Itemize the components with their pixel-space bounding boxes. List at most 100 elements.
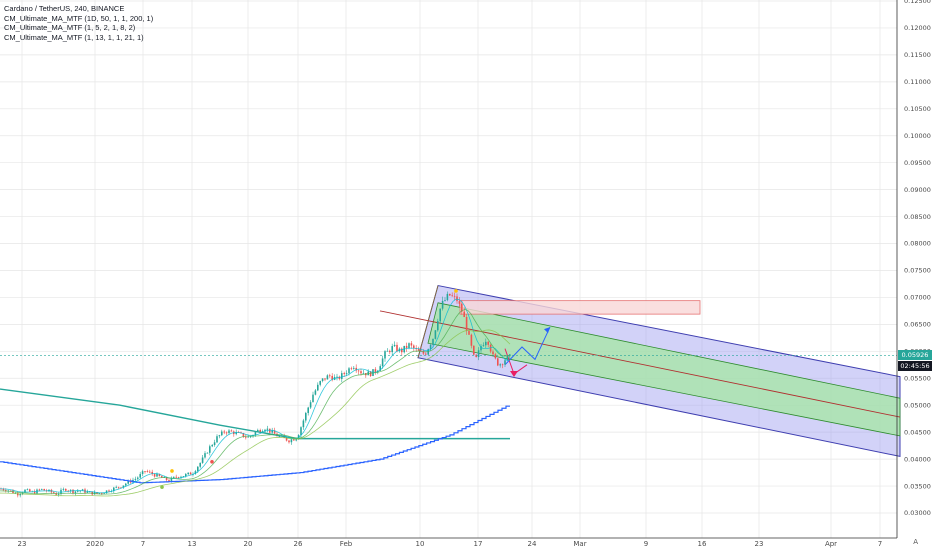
candle-body xyxy=(173,476,175,478)
signal-dot-yellow xyxy=(170,469,174,473)
countdown-tag: 02:45:56 xyxy=(898,361,932,371)
candle-body xyxy=(451,295,453,297)
candle-body xyxy=(494,354,497,359)
candle-body xyxy=(473,345,475,355)
candle-body xyxy=(211,445,213,447)
candle-body xyxy=(290,439,293,443)
time-tick-label: 7 xyxy=(141,540,145,548)
price-tick-label: 0.12500 xyxy=(904,0,931,5)
candle-body xyxy=(475,354,477,358)
price-tick-label: 0.10500 xyxy=(904,105,931,113)
candle-body xyxy=(429,344,432,350)
candle-body xyxy=(72,489,74,494)
candle-body xyxy=(480,346,482,351)
price-tick-label: 0.04000 xyxy=(904,455,931,463)
time-tick-label: 20 xyxy=(244,540,253,548)
candle-body xyxy=(134,478,137,480)
candle-body xyxy=(225,432,228,434)
candle-body xyxy=(381,358,384,367)
candle-body xyxy=(461,303,463,312)
candle-body xyxy=(182,476,185,477)
candle-body xyxy=(9,490,12,492)
candle-body xyxy=(468,330,470,335)
price-tick-label: 0.09500 xyxy=(904,159,931,167)
candle-body xyxy=(127,480,129,484)
candle-body xyxy=(247,436,249,438)
candle-body xyxy=(24,489,26,493)
indicator-1[interactable]: CM_Ultimate_MA_MTF (1D, 50, 1, 1, 200, 1… xyxy=(4,13,154,23)
indicator-2[interactable]: CM_Ultimate_MA_MTF (1, 5, 2, 1, 8, 2) xyxy=(4,23,136,33)
candle-body xyxy=(348,368,350,374)
legend: Cardano / TetherUS, 240, BINANCE CM_Ulti… xyxy=(4,4,153,42)
candle-body xyxy=(501,364,504,366)
candle-body xyxy=(482,345,485,347)
candle-body xyxy=(362,373,365,374)
candle-body xyxy=(336,376,338,378)
price-tick-label: 0.06500 xyxy=(904,321,931,329)
candle-body xyxy=(230,430,233,432)
price-tick-label: 0.03000 xyxy=(904,509,931,517)
candle-body xyxy=(422,350,425,354)
candle-body xyxy=(401,348,403,353)
time-tick-label: 13 xyxy=(188,540,197,548)
candle-body xyxy=(302,420,305,428)
indicator-3[interactable]: CM_Ultimate_MA_MTF (1, 13, 1, 1, 21, 1) xyxy=(4,32,144,42)
candle-body xyxy=(499,364,501,366)
candle-body xyxy=(405,345,408,348)
candle-body xyxy=(425,353,427,355)
candle-body xyxy=(101,492,103,494)
candle-body xyxy=(245,436,247,438)
candle-body xyxy=(417,349,420,351)
candle-body xyxy=(341,373,343,379)
candle-body xyxy=(257,430,259,433)
candle-body xyxy=(441,300,444,309)
symbol-title[interactable]: Cardano / TetherUS, 240, BINANCE xyxy=(4,4,125,13)
signal-dot-top xyxy=(454,289,458,293)
candle-body xyxy=(410,343,413,346)
time-tick-label: 17 xyxy=(474,540,483,548)
candle-body xyxy=(113,487,115,492)
candle-body xyxy=(153,474,156,477)
candle-body xyxy=(264,429,266,432)
candle-body xyxy=(146,471,149,472)
candle-body xyxy=(125,483,127,486)
price-tick-label: 0.10000 xyxy=(904,132,931,140)
moving-averages xyxy=(0,289,897,497)
candle-body xyxy=(314,390,317,395)
candle-body xyxy=(369,371,372,376)
candle-body xyxy=(321,378,324,382)
candle-body xyxy=(165,476,168,481)
candle-body xyxy=(300,427,302,436)
candle-body xyxy=(98,492,101,494)
candle-body xyxy=(384,351,386,359)
candle-body xyxy=(437,321,439,331)
candle-body xyxy=(432,338,434,345)
candle-body xyxy=(288,440,290,443)
candle-body xyxy=(149,471,151,473)
ma-fast-5 xyxy=(0,298,510,494)
price-tick-label: 0.05000 xyxy=(904,401,931,409)
candle-body xyxy=(449,293,451,296)
candle-body xyxy=(357,370,360,372)
candle-body xyxy=(254,432,257,436)
candle-body xyxy=(185,474,187,477)
candle-body xyxy=(504,360,506,365)
candle-body xyxy=(33,491,36,494)
candle-body xyxy=(305,412,307,421)
pitchfork-handle xyxy=(417,285,439,358)
candle-body xyxy=(81,489,84,491)
candle-body xyxy=(317,384,319,391)
auto-scale-button[interactable]: A xyxy=(913,538,918,546)
bullish-arrow-path xyxy=(504,326,551,366)
candle-body xyxy=(326,375,329,380)
candle-body xyxy=(74,491,77,494)
candle-body xyxy=(141,471,144,475)
candle-body xyxy=(86,491,89,493)
candle-body xyxy=(345,373,348,375)
price-axis[interactable]: 0.03000 0.03500 0.04000 0.04500 0.05000 0.055… xyxy=(896,0,931,538)
candle-body xyxy=(65,488,67,491)
candle-body xyxy=(439,308,441,322)
candle-body xyxy=(343,373,345,375)
time-axis[interactable]: 23 2020 7 13 20 26 Feb 10 17 24 Mar 9 16 23 Apr 7 xyxy=(0,537,897,548)
